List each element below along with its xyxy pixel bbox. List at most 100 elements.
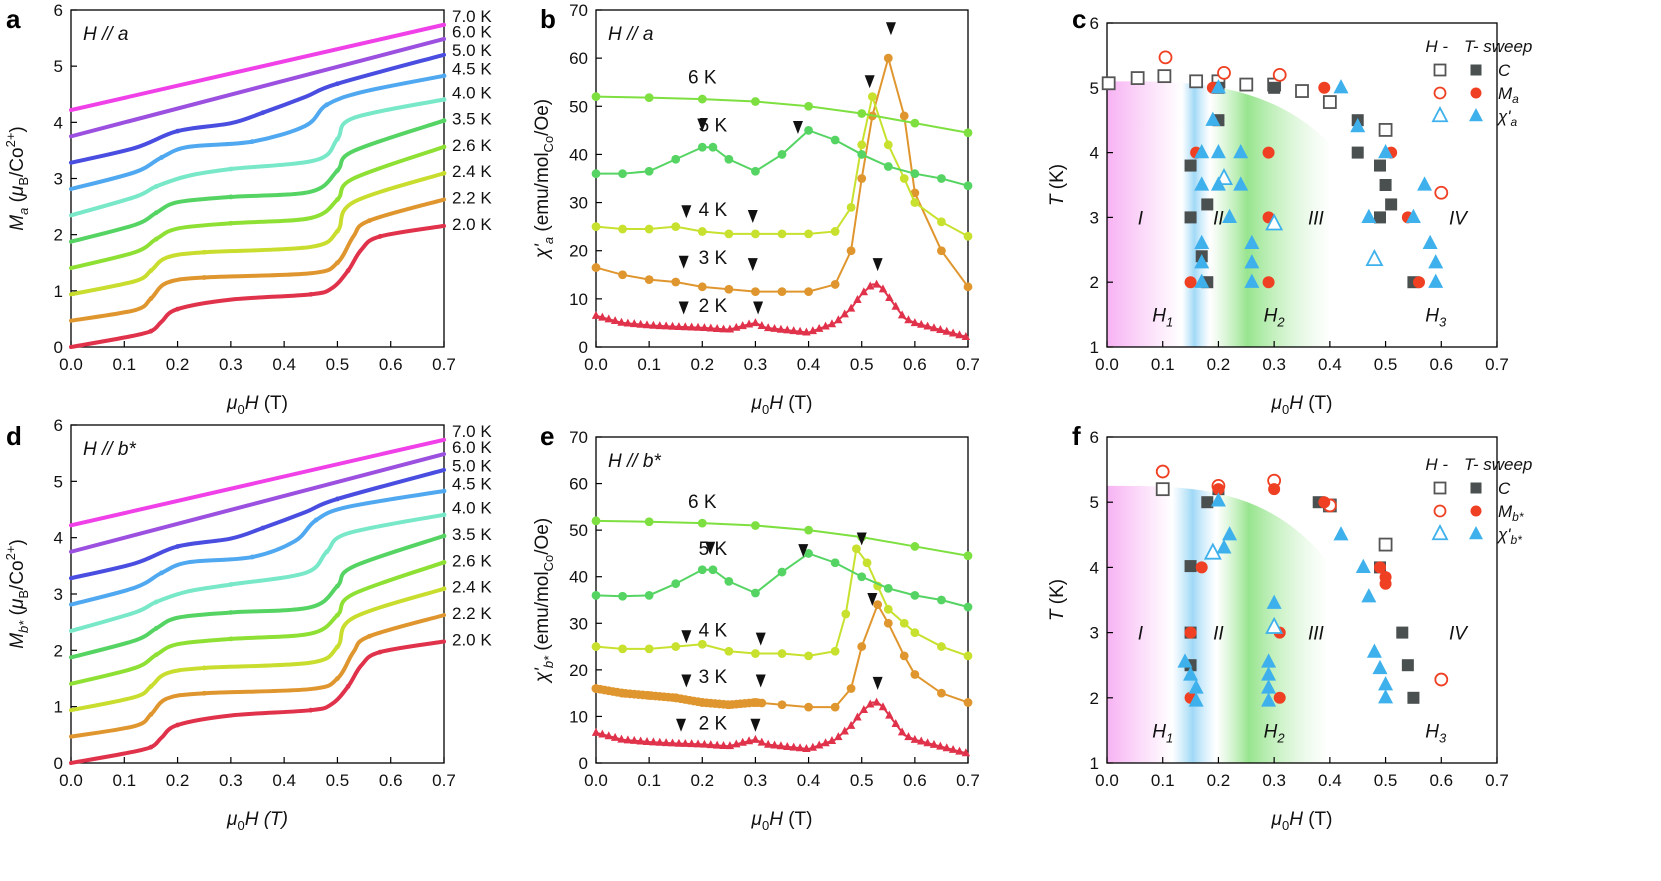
phase-field-sub: 2 <box>1276 315 1285 330</box>
magnetization-point <box>345 684 351 689</box>
phase-point <box>1372 659 1388 675</box>
y-label-oe: /Oe) <box>532 518 553 555</box>
phase-point <box>1244 273 1260 288</box>
susceptibility-point <box>804 229 813 239</box>
susceptibility-point <box>719 741 728 750</box>
panel-letter-a: a <box>6 4 21 34</box>
phase-point <box>1265 213 1284 231</box>
transition-arrow <box>755 632 766 646</box>
x-tick-label: 0.3 <box>219 355 243 374</box>
susceptibility-point <box>751 97 760 106</box>
x-tick-label: 0.6 <box>903 355 927 374</box>
temperature-label: 3 K <box>699 248 728 269</box>
susceptibility-point <box>961 331 971 340</box>
susceptibility-point <box>910 169 920 179</box>
transition-arrow <box>678 255 689 269</box>
phase-point <box>1233 176 1249 191</box>
temperature-label: 2.6 K <box>452 136 492 155</box>
phase-point <box>1210 143 1226 159</box>
susceptibility-point <box>644 644 654 654</box>
susceptibility-point <box>598 312 607 321</box>
susceptibility-point <box>598 729 607 738</box>
magnetization-point <box>175 306 180 312</box>
magnetization-curve <box>69 586 446 713</box>
susceptibility-point <box>802 327 811 336</box>
phase-point <box>1413 276 1425 289</box>
susceptibility-point <box>859 705 869 714</box>
x-axis-label: μ0H (T) <box>1271 809 1333 833</box>
phase-point <box>1157 69 1172 84</box>
x-tick-label: 0.0 <box>59 355 83 374</box>
susceptibility-point <box>840 309 849 318</box>
x-axis-label-mu: μ <box>226 809 238 830</box>
temperature-label: 2.0 K <box>452 215 492 234</box>
temperature-label: 4.5 K <box>452 60 492 79</box>
phase-point <box>1374 211 1386 224</box>
y-tick-label: 30 <box>569 194 588 213</box>
susceptibility-point <box>630 319 639 328</box>
susceptibility-point <box>936 325 945 334</box>
y-tick-label: 5 <box>1090 493 1099 512</box>
susceptibility-point <box>910 590 920 600</box>
magnetization-point <box>228 582 234 587</box>
magnetization-point <box>228 610 234 615</box>
y-label-t: T <box>1047 608 1068 621</box>
susceptibility-point <box>891 301 900 310</box>
susceptibility-point <box>804 651 813 661</box>
x-tick-label: 0.5 <box>850 771 874 790</box>
temperature-label: 2.4 K <box>452 578 492 597</box>
magnetization-point <box>335 228 340 234</box>
phase-point <box>1272 67 1287 82</box>
legend-label-sub: b* <box>1511 533 1523 547</box>
susceptibility-point <box>649 320 658 329</box>
x-axis-label-mu: μ <box>751 393 763 414</box>
magnetization-curve <box>69 452 446 554</box>
susceptibility-point <box>604 314 613 323</box>
magnetization-point <box>249 139 255 145</box>
magnetization-point <box>153 183 159 189</box>
phase-point <box>1396 626 1409 639</box>
susceptibility-point <box>724 700 734 710</box>
phase-point <box>1318 81 1331 94</box>
temperature-label: 2.4 K <box>452 162 492 181</box>
x-tick-label: 0.6 <box>379 355 403 374</box>
susceptibility-point <box>808 326 818 335</box>
phase-point <box>1378 143 1394 159</box>
plot-frame <box>1106 22 1498 348</box>
magnetization-curve <box>69 36 446 139</box>
phase-point <box>1210 79 1226 94</box>
y-tick-label: 20 <box>569 661 588 680</box>
transition-arrow <box>867 593 878 606</box>
phase-point <box>1205 111 1221 126</box>
phase-point <box>1216 539 1232 554</box>
magnetization-curve <box>69 73 446 192</box>
phase-field-h: H <box>1264 721 1278 742</box>
phase-point <box>1422 234 1438 249</box>
susceptibility-curve <box>595 95 969 134</box>
susceptibility-point <box>725 741 735 750</box>
x-axis-label-unit: (T) <box>258 393 288 414</box>
y-tick-label: 3 <box>1090 624 1099 643</box>
magnetization-point <box>313 517 319 523</box>
susceptibility-point <box>644 590 654 600</box>
transition-arrow <box>885 22 896 36</box>
phase-point <box>1265 616 1284 634</box>
x-axis-label-sub: 0 <box>1282 818 1289 833</box>
temperature-label: 2 K <box>699 713 728 734</box>
phase-point <box>1295 84 1309 98</box>
panel-letter-f: f <box>1072 421 1081 451</box>
y-tick-label: 40 <box>569 568 588 587</box>
phase-point <box>1365 248 1384 267</box>
susceptibility-point <box>671 277 681 287</box>
x-tick-label: 0.5 <box>1374 355 1398 374</box>
legend-label-main: M <box>1498 502 1513 521</box>
magnetization-point <box>153 652 159 658</box>
susceptibility-point <box>610 316 620 325</box>
x-tick-label: 0.5 <box>1374 771 1398 790</box>
susceptibility-point <box>857 174 867 183</box>
x-tick-label: 0.2 <box>1207 355 1231 374</box>
phase-point <box>1379 179 1392 191</box>
x-axis-label: μ0H (T) <box>226 809 288 833</box>
susceptibility-point <box>700 739 709 748</box>
